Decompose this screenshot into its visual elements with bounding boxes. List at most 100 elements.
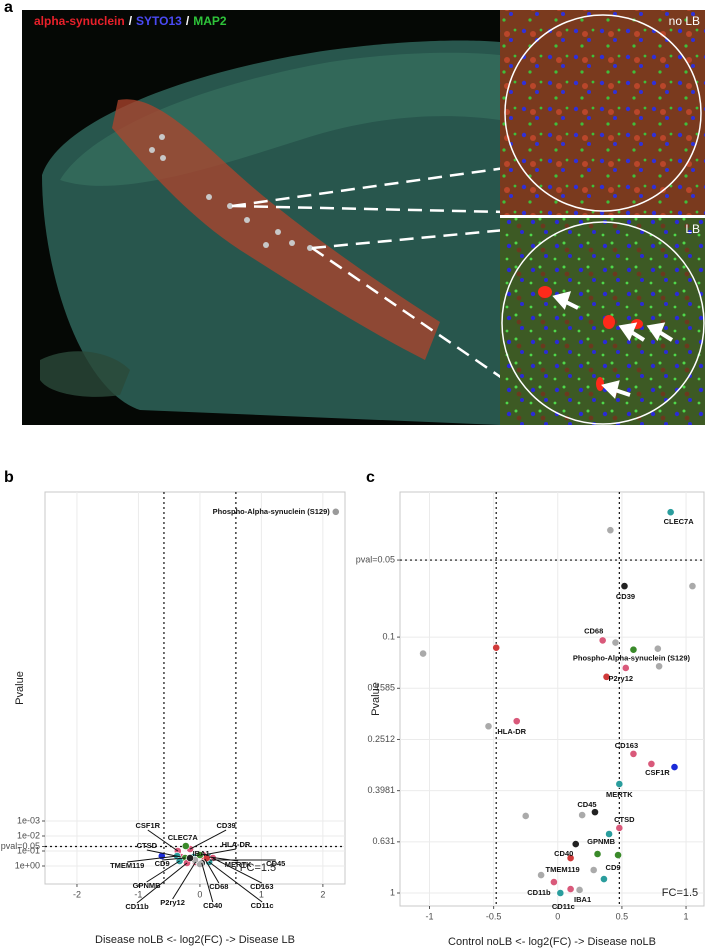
zoom-line: [311, 246, 506, 382]
data-point: [670, 763, 679, 771]
y-tick-label: 1e+00: [15, 860, 40, 870]
point-label: GPNMB: [133, 881, 162, 890]
data-point: [655, 662, 664, 671]
data-point: [688, 582, 697, 591]
point-label: IBA1: [193, 849, 210, 858]
x-axis-title: Disease noLB <- log2(FC) -> Disease LB: [95, 934, 295, 946]
data-point: [512, 717, 521, 726]
leader-line: [204, 858, 220, 884]
point-label: CD68: [209, 882, 228, 891]
arrow-head: [552, 291, 572, 310]
data-point: [550, 878, 558, 886]
data-point: [605, 830, 613, 838]
data-point: [591, 808, 599, 817]
point-label: CD39: [616, 592, 635, 601]
x-tick-label: -0.5: [486, 911, 502, 921]
y-tick-label: 0.1: [382, 631, 395, 641]
y-tick-label: 1e-03: [17, 815, 40, 825]
inset-no-lb: [500, 10, 705, 215]
point-label: CD163: [250, 882, 273, 891]
point-label: HLA-DR: [222, 840, 251, 849]
point-label: TMEM119: [546, 865, 580, 874]
x-tick-label: -2: [73, 889, 81, 899]
leader-line: [136, 862, 188, 904]
data-point: [606, 526, 615, 535]
zoom-line: [231, 204, 506, 214]
data-point: [647, 760, 656, 768]
point-label: CD68: [584, 626, 603, 635]
point-label: IBA1: [574, 895, 591, 904]
data-point: [602, 672, 611, 681]
data-point: [593, 850, 602, 858]
point-label: CD11b: [125, 902, 149, 911]
point-label: CTSD: [614, 815, 635, 824]
annotation: FC=1.5: [662, 887, 698, 899]
data-point: [578, 811, 587, 819]
inset-circle: [504, 14, 702, 212]
arrow-head: [601, 380, 620, 399]
point-label: CD40: [554, 849, 573, 858]
data-point: [629, 749, 638, 758]
y-tick-label: pval=0.05: [356, 554, 395, 564]
point-label: CD163: [615, 741, 638, 750]
lewy-body: [603, 315, 615, 329]
data-point: [484, 722, 493, 731]
data-point: [181, 842, 190, 850]
point-label: CD40: [203, 901, 222, 910]
point-label: CLEC7A: [168, 833, 199, 842]
arrow-head: [618, 322, 638, 342]
red-band: [112, 99, 440, 361]
y-tick-label: 0.1585: [367, 683, 395, 693]
leader-line: [208, 861, 263, 903]
y-tick-label: 0.2512: [367, 734, 395, 744]
point-label: HLA-DR: [497, 727, 526, 736]
leader-line: [127, 855, 178, 863]
point-label: P2ry12: [608, 674, 633, 683]
x-tick-label: -1: [425, 911, 433, 921]
x-tick-label: 0.5: [616, 911, 629, 921]
leader-line: [172, 861, 197, 900]
data-point: [566, 885, 575, 893]
data-point: [615, 780, 624, 788]
panel-label: a: [4, 0, 13, 16]
y-tick-label: pval=0.05: [1, 841, 40, 851]
y-tick-label: 1: [390, 887, 395, 897]
inset-lb: [500, 218, 705, 425]
data-point: [556, 889, 565, 897]
point-label: Phospho-Alpha-synuclein (S129): [213, 507, 331, 516]
tissue-fragment: [40, 351, 130, 397]
stain-legend: alpha-synuclein / SYTO13/MAP2: [34, 14, 227, 28]
annotation: FC=1.5: [240, 862, 276, 874]
y-tick-label: 1e-01: [17, 845, 40, 855]
point-label: CD9: [155, 859, 170, 868]
point-label: GPNMB: [587, 837, 616, 846]
data-point: [419, 649, 427, 658]
leader-line: [201, 862, 214, 903]
leader-line: [212, 857, 263, 884]
inset-circle: [501, 221, 705, 425]
data-point: [614, 851, 622, 860]
sample-point: [160, 155, 166, 161]
sample-points: [149, 134, 313, 251]
leader-line: [147, 829, 179, 852]
point-label: TMEM119: [110, 861, 144, 870]
leader-line: [146, 860, 180, 883]
point-label: CD9: [606, 863, 621, 872]
leader-line: [162, 857, 186, 861]
point-label: CD11c: [251, 901, 274, 910]
x-axis-title: Control noLB <- log2(FC) -> Disease noLB: [448, 936, 656, 948]
data-point: [653, 644, 662, 653]
x-tick-label: -1: [134, 889, 142, 899]
y-tick-label: 1e-02: [17, 830, 40, 840]
data-point: [521, 812, 530, 820]
data-point: [621, 664, 630, 672]
data-point: [615, 824, 624, 832]
point-label: CSF1R: [645, 768, 670, 777]
point-label: CD45: [577, 800, 596, 809]
x-tick-label: 1: [684, 911, 689, 921]
data-point: [331, 507, 340, 516]
sample-point: [289, 240, 295, 246]
x-tick-label: 0: [197, 889, 202, 899]
point-label: CD39: [216, 821, 235, 830]
